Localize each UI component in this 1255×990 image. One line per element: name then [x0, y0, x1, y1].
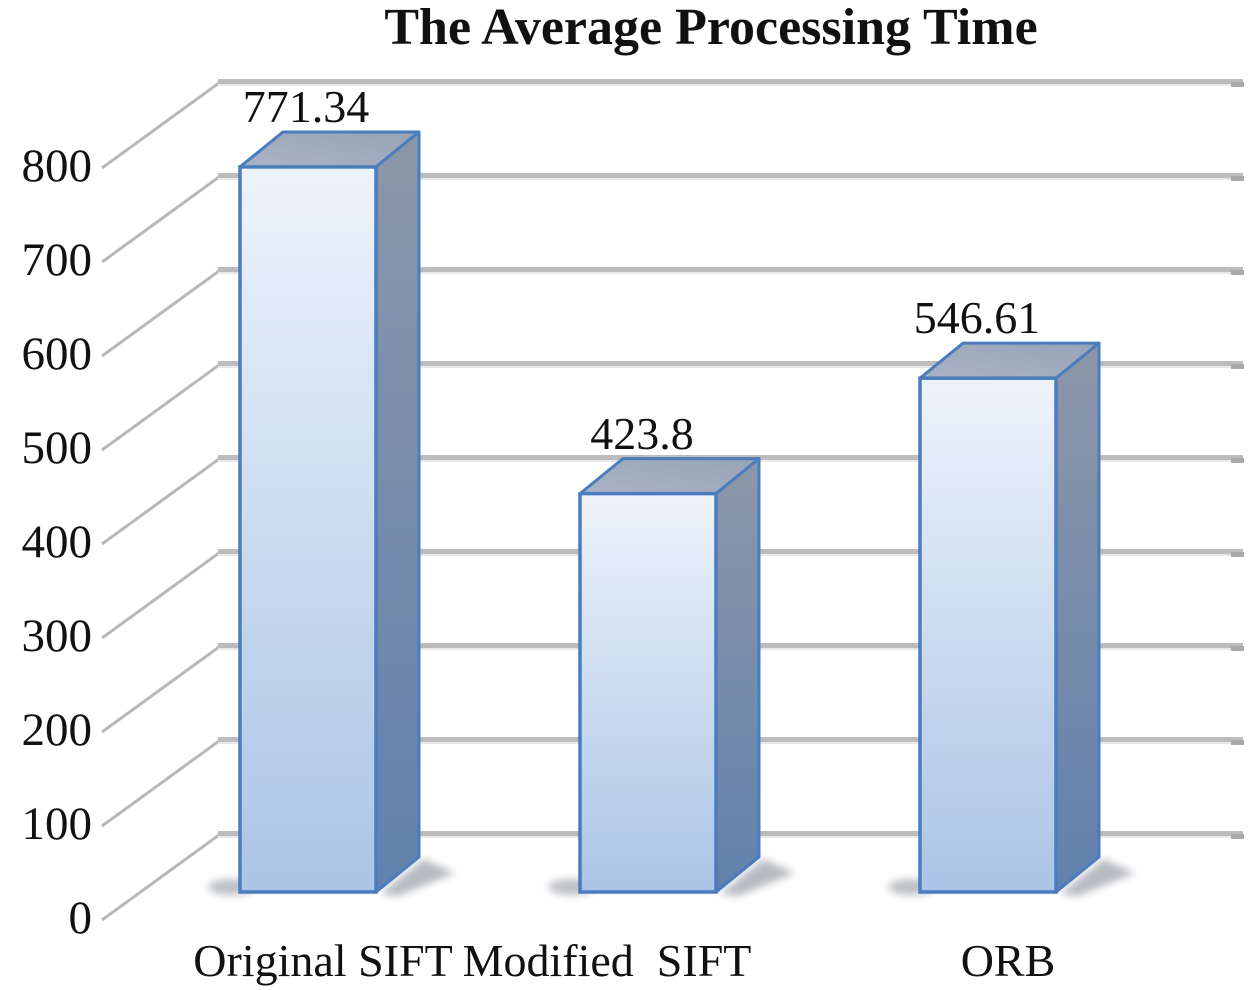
y-axis-label: 800 [21, 140, 93, 192]
depth-tick [101, 81, 220, 170]
chart-title: The Average Processing Time [384, 0, 1038, 56]
gridline-highlight [218, 366, 1243, 368]
bar-side-face [1054, 341, 1101, 894]
y-axis-label: 0 [68, 892, 93, 944]
category-label: ORB [960, 935, 1056, 986]
gridline-endcap [1231, 364, 1244, 369]
bar-side-face [374, 130, 421, 894]
bar-front-face [238, 165, 378, 894]
gridline-endcap [1231, 82, 1244, 87]
depth-tick [101, 269, 220, 358]
bar-shadow-right [720, 859, 795, 896]
depth-tick [101, 645, 220, 734]
depth-tick [101, 551, 220, 640]
gridline [218, 79, 1243, 84]
bar-shadow-right [1060, 859, 1135, 896]
bar-front-face [918, 376, 1058, 894]
gridline-highlight [218, 178, 1243, 180]
y-axis-label: 200 [21, 704, 93, 756]
category-label: Original SIFT [193, 935, 453, 986]
gridline-endcap [1231, 176, 1244, 181]
gridline [218, 173, 1243, 178]
y-axis-label: 400 [21, 516, 93, 568]
bar-side-face [714, 457, 761, 894]
gridline-endcap [1231, 740, 1244, 745]
category-label: Modified SIFT [462, 935, 752, 986]
gridline-highlight [218, 272, 1243, 274]
gridline-endcap [1231, 834, 1244, 839]
gridline [218, 361, 1243, 366]
depth-tick [101, 175, 220, 264]
y-axis-label: 300 [21, 610, 93, 662]
gridline-endcap [1231, 552, 1244, 557]
gridline-endcap [1231, 270, 1244, 275]
bar-layer [208, 130, 1135, 896]
y-axis-label: 500 [21, 422, 93, 474]
y-axis-label: 600 [21, 328, 93, 380]
depth-tick [101, 833, 220, 922]
depth-tick [101, 457, 220, 546]
value-label: 423.8 [590, 407, 694, 459]
bar-shadow-right [380, 859, 455, 896]
gridline-highlight [218, 84, 1243, 86]
depth-tick [101, 739, 220, 828]
value-label: 771.34 [242, 80, 370, 132]
y-axis-label: 100 [21, 798, 93, 850]
y-axis-label: 700 [21, 234, 93, 286]
bar-front-face [578, 491, 718, 894]
gridline-endcap [1231, 458, 1244, 463]
gridline [218, 267, 1243, 272]
depth-tick [101, 363, 220, 452]
value-label: 546.61 [913, 292, 1041, 344]
gridline-endcap [1231, 646, 1244, 651]
